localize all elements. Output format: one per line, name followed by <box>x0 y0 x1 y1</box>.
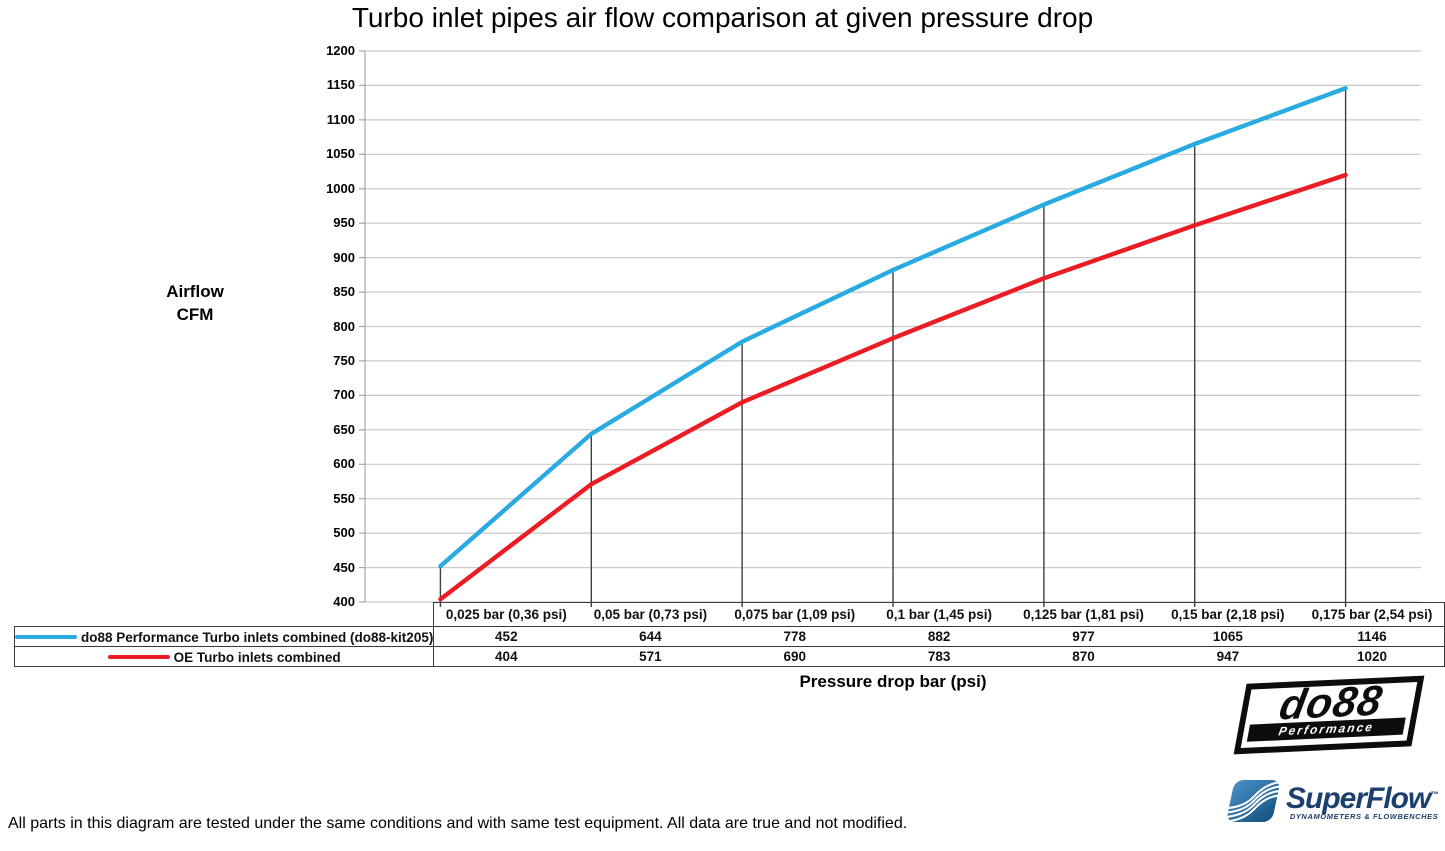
legend-line-swatch <box>15 635 77 639</box>
table-value-cell: 1020 <box>1299 646 1445 667</box>
series-line-1 <box>438 172 1348 602</box>
x-axis-title: Pressure drop bar (psi) <box>799 672 987 691</box>
y-axis-title-line1: Airflow <box>166 282 224 301</box>
table-value-cell: 1146 <box>1299 626 1445 647</box>
legend-line-swatch <box>107 655 170 659</box>
y-axis-tick-label: 1200 <box>326 43 355 58</box>
y-axis-title-line2: CFM <box>176 305 214 324</box>
footer-disclaimer: All parts in this diagram are tested und… <box>8 815 908 832</box>
superflow-text-block: SuperFlow™ DYNAMOMETERS & FLOWBENCHES <box>1286 781 1439 822</box>
table-value-cell: 778 <box>722 626 867 647</box>
legend-label: do88 Performance Turbo inlets combined (… <box>81 629 434 645</box>
y-axis-tick-label: 700 <box>333 387 355 403</box>
legend-cell: OE Turbo inlets combined <box>13 646 435 667</box>
y-axis-tick-label: 1100 <box>326 111 355 127</box>
trademark-symbol: ™ <box>1430 790 1439 799</box>
x-category-label: 0,175 bar (2,54 psi) <box>1299 602 1445 627</box>
table-value-cell: 882 <box>867 626 1012 647</box>
table-value-cell: 947 <box>1155 646 1300 667</box>
series-table-row: OE Turbo inlets combined 404 571 690 783 870 9… <box>13 646 1445 667</box>
plot-area <box>359 50 1421 607</box>
y-axis-tick-label: 1050 <box>326 146 355 162</box>
y-axis-tick-label: 500 <box>333 525 355 541</box>
x-category-label: 0,125 bar (1,81 psi) <box>1011 602 1156 627</box>
table-value-cell: 571 <box>578 646 723 667</box>
x-category-label: 0,025 bar (0,36 psi) <box>433 602 579 627</box>
series-table-row: do88 Performance Turbo inlets combined (… <box>13 626 1445 647</box>
table-value-cell: 870 <box>1011 646 1156 667</box>
chart-title: Turbo inlet pipes air flow comparison at… <box>351 2 1094 33</box>
y-axis-tick-label: 850 <box>333 284 355 300</box>
series-line-0 <box>438 86 1348 569</box>
superflow-wave-icon <box>1226 780 1281 822</box>
superflow-logo-subtitle: DYNAMOMETERS & FLOWBENCHES <box>1289 812 1439 821</box>
y-axis-tick-label: 550 <box>333 490 355 506</box>
table-value-cell: 783 <box>867 646 1012 667</box>
y-axis-tick-label: 1000 <box>326 180 355 196</box>
x-axis-label-row: 0,025 bar (0,36 psi) 0,05 bar (0,73 psi) 0… <box>15 602 1445 627</box>
x-category-label: 0,15 bar (2,18 psi) <box>1155 602 1300 627</box>
table-value-cell: 404 <box>433 646 579 667</box>
legend-cell: do88 Performance Turbo inlets combined (… <box>13 626 435 647</box>
superflow-logo-text: SuperFlow™ <box>1286 782 1439 815</box>
x-category-label: 0,075 bar (1,09 psi) <box>722 602 867 627</box>
do88-performance-logo: do88 Performance <box>1233 675 1425 755</box>
table-value-cell: 690 <box>722 646 867 667</box>
y-axis-tick-label: 400 <box>333 594 355 609</box>
legend-label: OE Turbo inlets combined <box>173 649 341 665</box>
table-value-cell: 644 <box>578 626 723 647</box>
table-value-cell: 1065 <box>1155 626 1300 647</box>
y-axis-tick-label: 750 <box>333 352 355 368</box>
y-axis-tick-label: 900 <box>333 249 355 265</box>
y-axis-tick-label: 650 <box>333 421 355 437</box>
y-axis-tick-label: 600 <box>333 456 355 472</box>
y-axis-tick-label: 800 <box>333 318 355 334</box>
y-axis-tick-label: 450 <box>333 559 355 575</box>
table-value-cell: 452 <box>433 626 579 647</box>
superflow-logo: SuperFlow™ DYNAMOMETERS & FLOWBENCHES <box>1226 779 1438 823</box>
y-axis-tick-label: 1150 <box>326 77 355 93</box>
x-category-label: 0,1 bar (1,45 psi) <box>867 602 1012 627</box>
y-axis-tick-label: 950 <box>333 215 355 231</box>
data-table-with-legend: 0,025 bar (0,36 psi) 0,05 bar (0,73 psi) 0… <box>13 602 1445 667</box>
y-axis-title: Airflow CFM <box>150 280 240 326</box>
x-category-label: 0,05 bar (0,73 psi) <box>578 602 723 627</box>
table-corner-blank <box>15 603 434 627</box>
table-value-cell: 977 <box>1011 626 1156 647</box>
